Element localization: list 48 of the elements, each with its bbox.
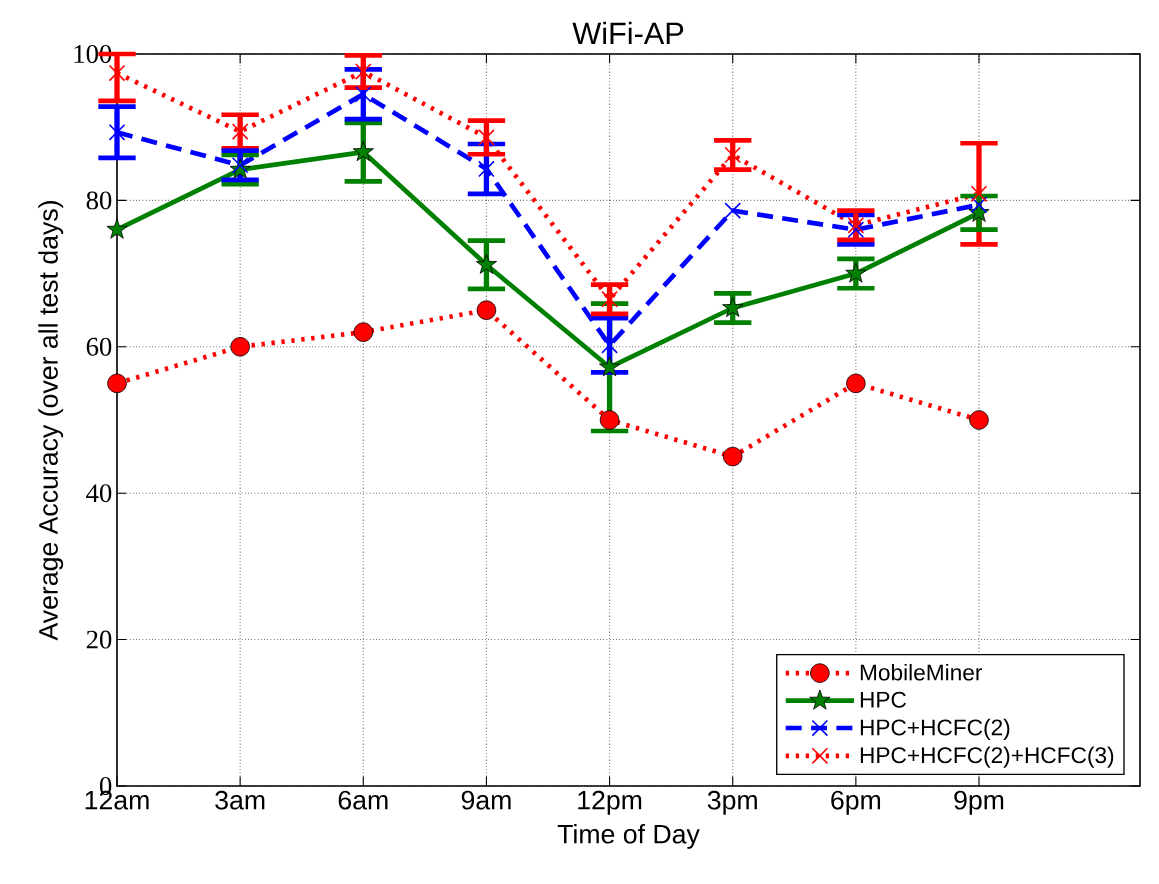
x-tick-label: 6pm bbox=[831, 790, 881, 815]
y-axis-title: Average Accuracy (over all test days) bbox=[38, 201, 64, 641]
point bbox=[478, 129, 495, 146]
point bbox=[354, 63, 372, 80]
x-tick-label: 3am bbox=[215, 790, 265, 810]
point bbox=[599, 410, 620, 430]
point bbox=[847, 216, 865, 234]
point bbox=[353, 322, 374, 342]
point bbox=[847, 221, 865, 239]
legend-label: HPC bbox=[860, 691, 907, 708]
point bbox=[969, 410, 989, 430]
point bbox=[722, 296, 744, 318]
x-tick-label: 6am bbox=[338, 790, 388, 810]
point bbox=[230, 337, 250, 357]
point bbox=[478, 160, 495, 178]
y-tick-label: 40 bbox=[86, 484, 112, 503]
point bbox=[108, 64, 126, 82]
y-tick-label: 60 bbox=[86, 337, 112, 356]
x-tick-label: 3pm bbox=[707, 790, 757, 815]
y-tick-label: 80 bbox=[86, 191, 112, 210]
x-tick-label: 12pm bbox=[578, 790, 642, 815]
point bbox=[599, 356, 621, 377]
point bbox=[475, 253, 497, 274]
x-tick-label: 9am bbox=[461, 790, 511, 810]
point bbox=[724, 202, 742, 219]
point bbox=[354, 85, 372, 103]
point bbox=[722, 446, 743, 467]
point bbox=[108, 123, 126, 141]
point bbox=[970, 196, 988, 214]
point bbox=[231, 123, 249, 140]
point bbox=[231, 156, 249, 174]
legend-label: HPC+HCFC(2)+HCFC(3) bbox=[860, 746, 1114, 768]
point bbox=[845, 262, 867, 283]
point bbox=[970, 185, 988, 203]
point bbox=[107, 373, 127, 394]
legend-label: MobileMiner bbox=[860, 663, 983, 681]
x-tick-label: 9pm bbox=[954, 790, 1004, 815]
point bbox=[352, 141, 374, 162]
chart-title: WiFi-AP bbox=[572, 21, 684, 44]
point bbox=[476, 300, 497, 320]
point bbox=[106, 218, 128, 239]
legend-label: HPC+HCFC(2) bbox=[860, 718, 1010, 740]
point bbox=[968, 201, 990, 222]
y-tick-label: 20 bbox=[86, 630, 112, 649]
point bbox=[601, 290, 618, 308]
point bbox=[846, 373, 866, 394]
x-axis-title: Time of Day bbox=[557, 824, 700, 849]
point bbox=[724, 146, 742, 164]
